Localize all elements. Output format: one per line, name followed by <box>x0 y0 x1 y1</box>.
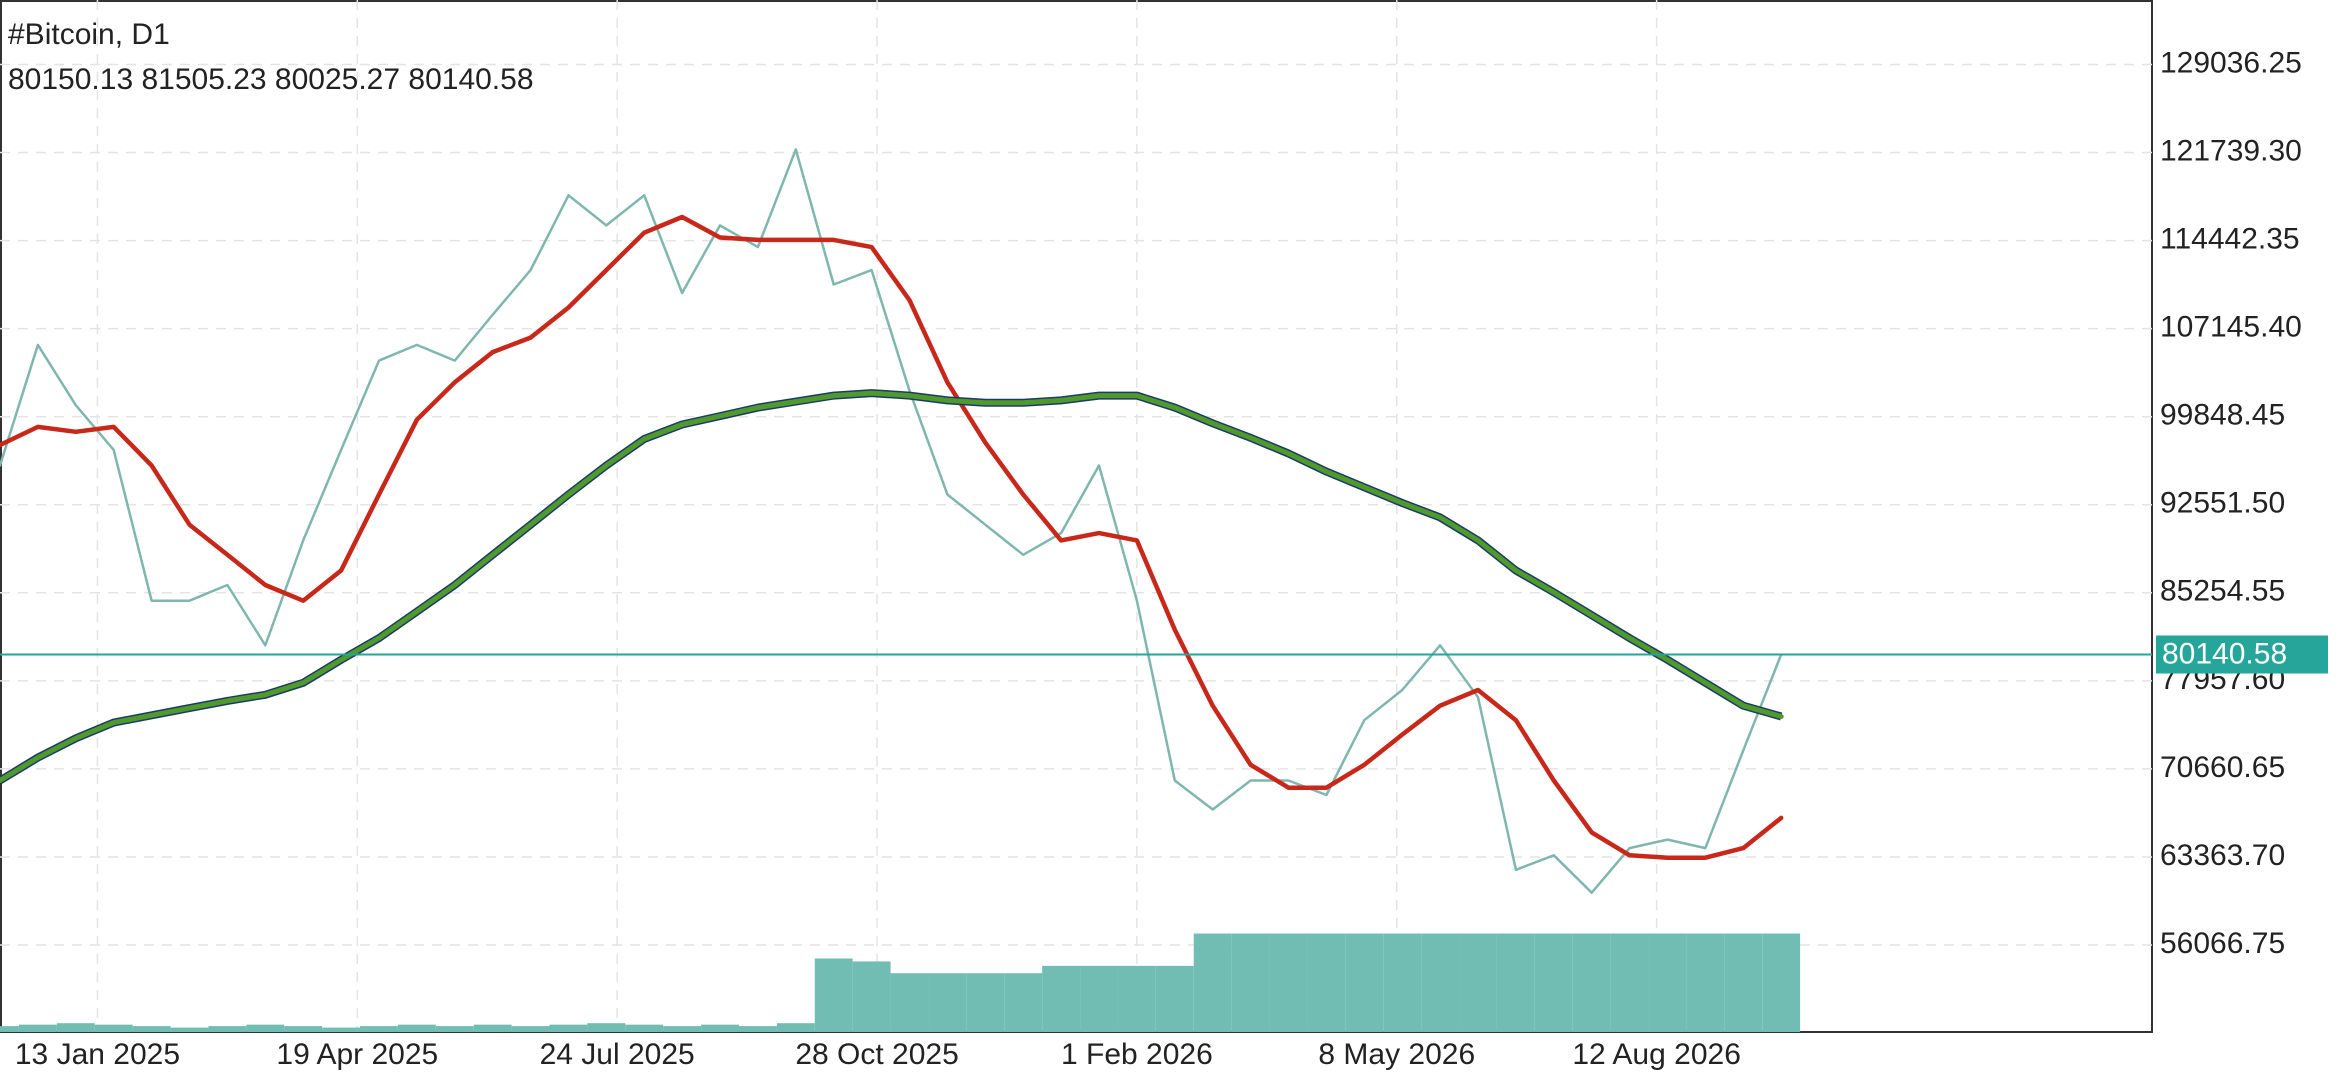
volume-bar <box>1496 933 1535 1032</box>
volume-bar <box>435 1026 474 1032</box>
y-tick-label: 92551.50 <box>2160 487 2285 520</box>
volume-bar <box>1648 933 1687 1032</box>
volume-bar <box>701 1024 739 1032</box>
volume-bar <box>322 1027 361 1032</box>
volume-bar <box>473 1024 512 1032</box>
volume-bar <box>246 1024 285 1032</box>
volume-bar <box>1155 965 1194 1032</box>
volume-bar <box>549 1024 588 1032</box>
axes: 56066.7563363.7070660.6577957.6085254.55… <box>0 46 2328 1071</box>
y-tick-label: 63363.70 <box>2160 839 2285 872</box>
volume-bar <box>1193 933 1232 1032</box>
volume-bar <box>738 1026 777 1032</box>
volume-bar <box>284 1026 323 1032</box>
y-tick-label: 56066.75 <box>2160 927 2285 960</box>
volume-bar <box>587 1023 626 1032</box>
y-tick-label: 129036.25 <box>2160 46 2302 79</box>
volume-bar <box>966 973 1005 1032</box>
volume-bar <box>1345 933 1384 1032</box>
y-tick-label: 107145.40 <box>2160 311 2302 344</box>
volume-bar <box>1307 933 1346 1032</box>
volume-bar <box>18 1024 57 1032</box>
volume-bar <box>1686 933 1725 1032</box>
volume-bar <box>170 1027 209 1032</box>
x-tick-label: 19 Apr 2025 <box>276 1038 438 1071</box>
y-tick-label: 99848.45 <box>2160 399 2285 432</box>
volume-bar <box>663 1026 702 1032</box>
series-line <box>0 390 1784 783</box>
volume-bar <box>132 1026 171 1032</box>
volume-bar <box>625 1024 664 1032</box>
volume-bar <box>776 1023 815 1032</box>
volume-bar <box>1383 933 1422 1032</box>
volume-bar <box>1042 965 1081 1032</box>
volume-bar <box>94 1024 133 1032</box>
volume-bar <box>1269 933 1308 1032</box>
series-line <box>0 214 1784 860</box>
volume-bar <box>1572 933 1611 1032</box>
volume-bar <box>1610 933 1649 1032</box>
volume-bar <box>1080 965 1118 1032</box>
y-tick-label: 85254.55 <box>2160 575 2285 608</box>
volume <box>0 933 1801 1032</box>
grid <box>0 0 2152 1032</box>
x-tick-label: 24 Jul 2025 <box>540 1038 695 1071</box>
volume-bar <box>890 973 929 1032</box>
series <box>0 148 1784 894</box>
y-tick-label: 70660.65 <box>2160 751 2285 784</box>
volume-bar <box>928 973 967 1032</box>
plot-frame <box>0 0 2153 1033</box>
volume-bar <box>56 1023 95 1032</box>
x-tick-label: 8 May 2026 <box>1318 1038 1475 1071</box>
x-tick-label: 12 Aug 2026 <box>1572 1038 1741 1071</box>
volume-bar <box>1459 933 1497 1032</box>
volume-bar <box>511 1026 550 1032</box>
series-line <box>0 148 1783 894</box>
volume-bar <box>360 1026 398 1032</box>
price-label: 80140.58 <box>2162 637 2287 670</box>
ohlc-text: 80150.13 81505.23 80025.27 80140.58 <box>8 63 534 96</box>
volume-bar <box>1762 933 1801 1032</box>
volume-bar <box>852 961 891 1032</box>
volume-bar <box>0 1026 19 1032</box>
volume-bar <box>208 1026 247 1032</box>
volume-bar <box>397 1024 436 1032</box>
volume-bar <box>1231 933 1270 1032</box>
volume-bar <box>814 958 853 1032</box>
volume-bar <box>1004 973 1043 1032</box>
x-tick-label: 28 Oct 2025 <box>795 1038 958 1071</box>
x-tick-label: 13 Jan 2025 <box>15 1038 180 1071</box>
x-tick-label: 1 Feb 2026 <box>1061 1038 1213 1071</box>
volume-bar <box>1117 965 1156 1032</box>
volume-bar <box>1534 933 1573 1032</box>
y-tick-label: 121739.30 <box>2160 134 2302 167</box>
volume-bar <box>1724 933 1763 1032</box>
y-tick-label: 114442.35 <box>2160 223 2300 256</box>
chart-title: #Bitcoin, D1 <box>8 18 170 51</box>
volume-bar <box>1421 933 1460 1032</box>
price-label-bg <box>2156 635 2328 674</box>
